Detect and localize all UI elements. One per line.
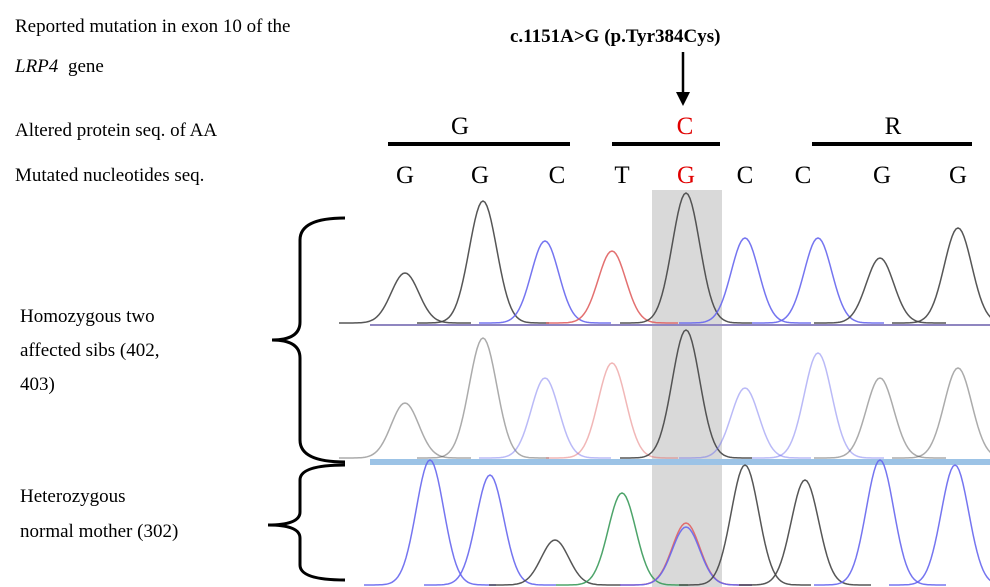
trace-peak xyxy=(489,540,621,585)
gene-name: LRP4 xyxy=(14,56,59,77)
separator xyxy=(370,459,990,465)
trace-peak xyxy=(752,353,884,458)
header-text: Reported mutation in exon 10 of the xyxy=(15,16,290,37)
nucleotide: G xyxy=(396,162,414,189)
group-label: Homozygous two xyxy=(20,306,155,327)
nucleotide: C xyxy=(549,162,566,189)
trace-peak xyxy=(417,338,549,458)
amino-acid: G xyxy=(451,113,469,140)
trace-peak xyxy=(417,201,549,323)
mutation-label: c.1151A>G (p.Tyr384Cys) xyxy=(510,26,721,47)
nucleotide: C xyxy=(737,162,754,189)
trace-peak xyxy=(479,241,611,323)
protein-label: Altered protein seq. of AA xyxy=(15,120,217,141)
trace-peak xyxy=(892,228,990,323)
arrow-head xyxy=(676,92,690,106)
trace-peak xyxy=(889,465,990,585)
group-label: affected sibs (402, xyxy=(20,340,159,361)
trace-peak xyxy=(814,258,946,323)
group-label: Heterozygous xyxy=(20,486,126,507)
nucleotide: C xyxy=(795,162,812,189)
trace-peak xyxy=(364,460,496,585)
trace-peak xyxy=(814,460,946,585)
trace-peak xyxy=(479,378,611,458)
trace-peak xyxy=(814,378,946,458)
header-suffix: gene xyxy=(68,56,104,77)
nucleotide-label: Mutated nucleotides seq. xyxy=(15,165,204,186)
nucleotide: T xyxy=(614,162,629,189)
amino-acid: R xyxy=(885,113,902,140)
nucleotide: G xyxy=(873,162,891,189)
nucleotide: G xyxy=(677,162,695,189)
nucleotide: G xyxy=(949,162,967,189)
brace xyxy=(272,218,345,462)
brace xyxy=(268,465,345,580)
group-label: normal mother (302) xyxy=(20,521,178,542)
group-label: 403) xyxy=(20,374,55,395)
nucleotide: G xyxy=(471,162,489,189)
amino-acid: C xyxy=(677,113,694,140)
figure: Reported mutation in exon 10 of the LRP4… xyxy=(0,0,990,587)
